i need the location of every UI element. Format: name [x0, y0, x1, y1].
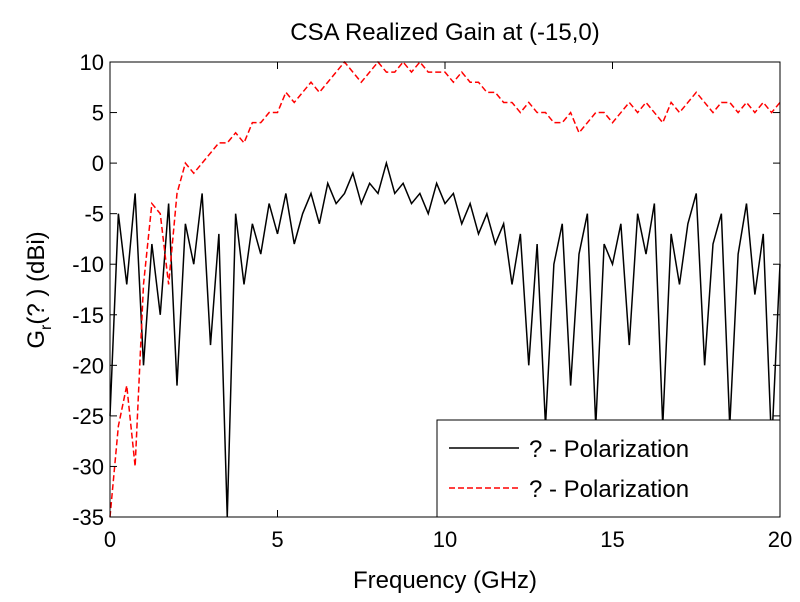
y-tick-label: -10	[72, 252, 104, 277]
data-line	[109, 60, 781, 518]
y-tick-label: -20	[72, 353, 104, 378]
y-axis-label: Gr(? ) (dBi)	[23, 231, 55, 348]
data-line	[109, 160, 781, 518]
y-tick-label: 0	[92, 151, 104, 176]
y-tick-label: -5	[84, 202, 104, 227]
y-label-sub: r	[38, 324, 55, 330]
y-tick-label: -25	[72, 404, 104, 429]
x-axis-label: Frequency (GHz)	[353, 567, 537, 594]
x-tick-label: 10	[433, 527, 457, 552]
x-tick-label: 20	[768, 527, 792, 552]
y-tick-label: -15	[72, 303, 104, 328]
x-tick-label: 5	[271, 527, 283, 552]
y-tick-label: -30	[72, 454, 104, 479]
x-tick-label: 15	[600, 527, 624, 552]
y-tick-label: 5	[92, 101, 104, 126]
legend-label: ? - Polarization	[529, 476, 689, 503]
legend-label: ? - Polarization	[529, 436, 689, 463]
y-label-main: G	[23, 330, 50, 349]
y-label-rest: (? ) (dBi)	[23, 231, 50, 324]
x-tick-label: 0	[104, 527, 116, 552]
legend-box	[436, 419, 781, 518]
y-tick-label: -35	[72, 505, 104, 530]
chart-title: CSA Realized Gain at (-15,0)	[290, 19, 599, 46]
y-tick-label: 10	[80, 50, 104, 75]
